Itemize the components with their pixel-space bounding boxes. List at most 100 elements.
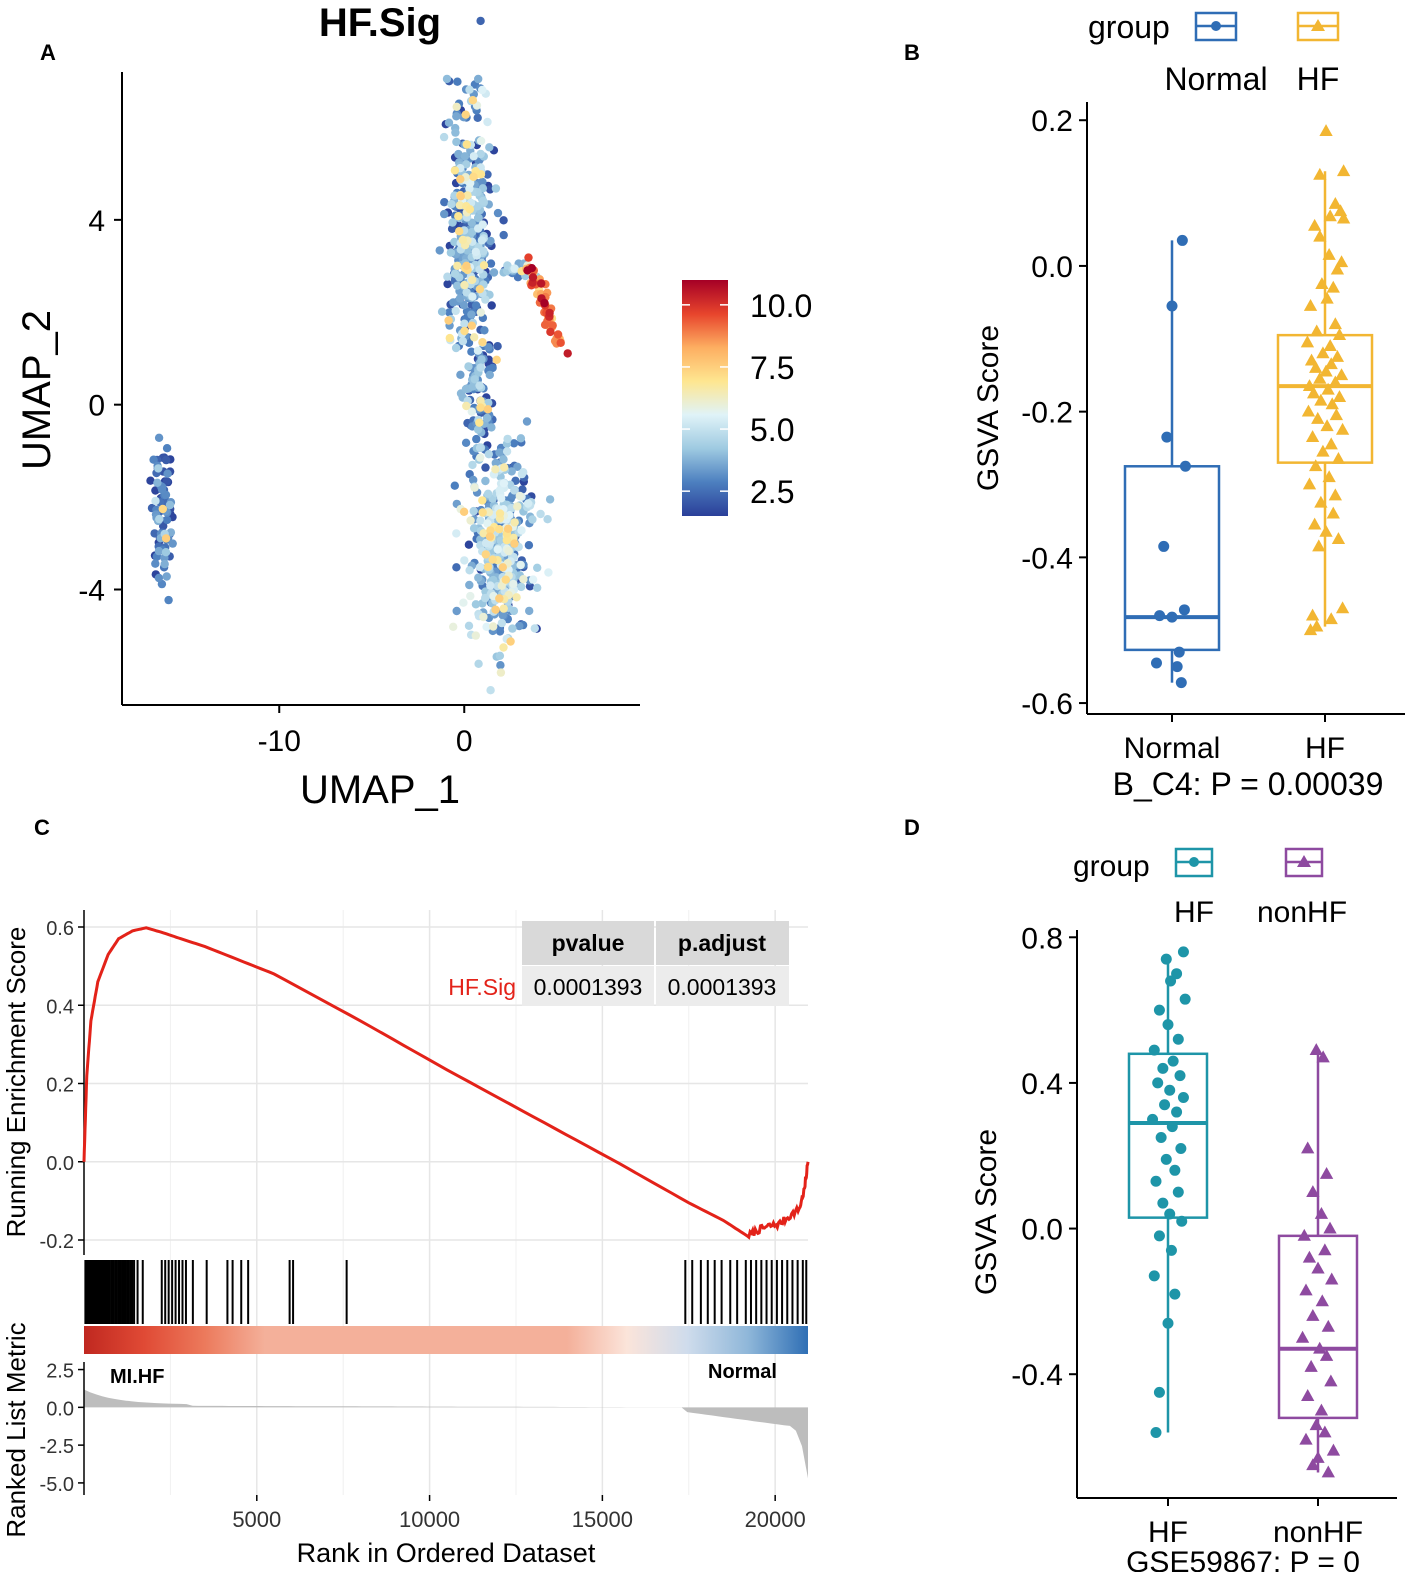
umap-point: [508, 624, 517, 633]
umap-point: [498, 611, 507, 620]
umap-point: [545, 495, 555, 504]
umap-point: [486, 236, 495, 246]
umap-point: [528, 575, 538, 584]
b-point: [1335, 422, 1350, 435]
b-point: [1311, 411, 1325, 424]
panel-label-b: B: [904, 40, 920, 65]
umap-point: [540, 320, 550, 329]
ranked-metric-area: [84, 1389, 808, 1479]
umap-point: [486, 526, 495, 535]
b-point: [1171, 661, 1183, 673]
legend-b: group Normal HF: [1088, 9, 1339, 97]
umap-point: [461, 110, 470, 119]
umap-point: [460, 326, 469, 336]
umap-point: [473, 346, 483, 355]
umap-point: [450, 481, 459, 490]
umap-point: [553, 330, 563, 339]
umap-point: [483, 405, 493, 414]
gsea-stats-table: pvalue p.adjust HF.Sig 0.0001393 0.00013…: [448, 921, 789, 1006]
d-point: [1306, 1458, 1320, 1471]
d-point: [1157, 1197, 1169, 1209]
d-point: [1323, 1221, 1337, 1234]
umap-point: [468, 292, 477, 301]
umap-point: [157, 485, 167, 494]
umap-point: [462, 288, 471, 297]
d-point: [1314, 1403, 1329, 1416]
umap-point: [471, 301, 481, 310]
umap-point: [481, 476, 490, 486]
legend-d-hf-marker: [1189, 857, 1199, 867]
umap-point: [510, 539, 519, 548]
umap-point: [497, 618, 507, 628]
b-point: [1308, 517, 1322, 530]
umap-point: [473, 113, 482, 123]
gsea-gridlines: [84, 910, 808, 1495]
umap-point: [459, 507, 469, 516]
umap-point: [468, 275, 477, 285]
colorbar-tick-label: 5.0: [750, 412, 794, 448]
b-point: [1328, 317, 1342, 330]
b-point: [1303, 299, 1318, 311]
umap-point: [455, 294, 465, 303]
d-point: [1304, 1359, 1318, 1372]
umap-point: [484, 450, 493, 459]
umap-point: [149, 455, 158, 464]
umap-point: [528, 515, 537, 524]
d-point: [1152, 1077, 1164, 1089]
umap-point: [454, 212, 463, 221]
b-point: [1313, 167, 1327, 180]
umap-point: [460, 152, 470, 161]
d-point: [1153, 1004, 1165, 1016]
umap-point: [469, 524, 479, 533]
d-point: [1171, 1106, 1183, 1118]
umap-point: [146, 476, 155, 485]
b-point: [1176, 234, 1188, 246]
umap-y-tick-label: 0: [88, 390, 105, 423]
b-x-ticks: Normal HF: [1124, 714, 1345, 765]
umap-point: [479, 247, 488, 256]
b-point: [1332, 328, 1347, 341]
b-point: [1303, 623, 1318, 636]
umap-point: [464, 362, 473, 371]
umap-point: [477, 236, 487, 245]
umap-point: [518, 485, 527, 494]
umap-point: [452, 563, 461, 572]
umap-point: [161, 548, 171, 557]
d-x-axis-label: GSE59867: P = 0: [1126, 1546, 1360, 1572]
umap-point: [465, 566, 474, 575]
d-point: [1301, 1389, 1315, 1401]
umap-point: [501, 575, 510, 584]
d-point: [1165, 975, 1177, 987]
legend-d-item-nonhf: nonHF: [1257, 896, 1347, 929]
umap-point: [445, 308, 454, 317]
umap-point: [440, 198, 449, 207]
d-point: [1147, 1113, 1159, 1125]
umap-point: [469, 172, 478, 181]
b-point: [1314, 495, 1328, 508]
b-point: [1314, 393, 1328, 406]
gsea-x-ticks: 5000 10000 15000 20000: [232, 1495, 806, 1532]
umap-point: [461, 384, 471, 394]
b-point: [1305, 608, 1320, 621]
umap-point: [478, 508, 487, 517]
d-point: [1179, 993, 1191, 1005]
umap-point: [449, 622, 458, 631]
umap-point: [484, 343, 493, 352]
d-y-tick-label: 0.0: [1021, 1214, 1063, 1247]
umap-point: [482, 413, 492, 423]
umap-point: [486, 581, 495, 590]
umap-point: [480, 326, 489, 335]
d-point: [1306, 1185, 1320, 1198]
umap-point: [497, 581, 506, 590]
d-point: [1321, 1465, 1335, 1478]
umap-point: [462, 261, 471, 270]
umap-point: [491, 184, 501, 193]
b-box-hf: [1276, 333, 1374, 464]
umap-x-ticks: -10 0: [258, 705, 473, 758]
b-point: [1320, 291, 1334, 304]
umap-point: [499, 230, 508, 240]
umap-point: [467, 407, 476, 416]
d-point: [1172, 1033, 1184, 1045]
b-point: [1323, 209, 1337, 222]
umap-point: [530, 624, 539, 633]
